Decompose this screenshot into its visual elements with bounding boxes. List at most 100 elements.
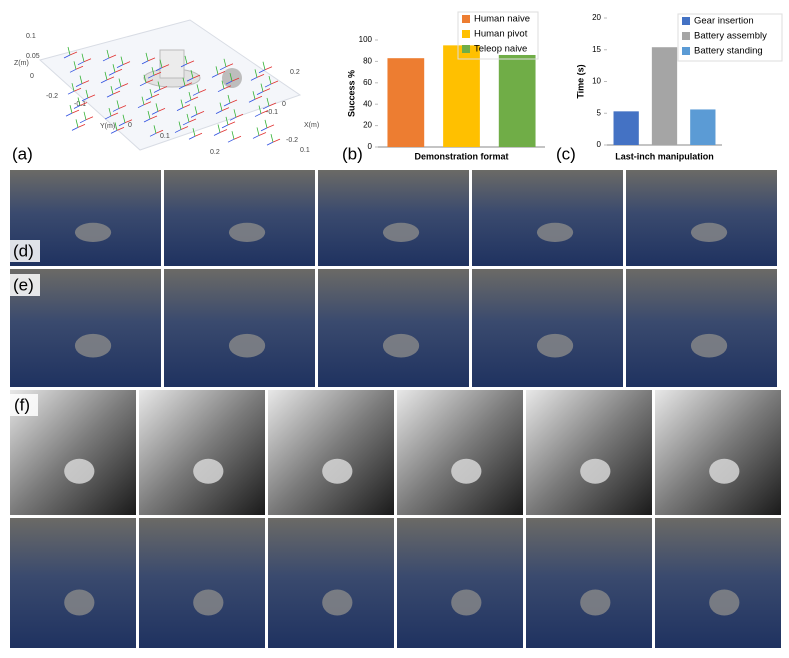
pose-axis (184, 55, 188, 64)
photo-object (74, 222, 112, 242)
pose-axis (223, 85, 232, 90)
pose-axis (124, 119, 133, 124)
photo (397, 518, 523, 648)
pose-axis (258, 69, 266, 74)
pose-axis (186, 60, 195, 65)
pose-axis (81, 80, 90, 84)
photo-object (580, 589, 611, 616)
photo-object (193, 458, 224, 484)
pose-axis (217, 88, 225, 93)
pose-axis (81, 97, 89, 102)
x-axis-label: Last-inch manipulation (615, 151, 714, 161)
photo-object (536, 333, 574, 358)
pose-axis (223, 102, 231, 107)
pose-axis (159, 86, 168, 90)
pose-axis (147, 74, 155, 79)
photo (472, 170, 623, 266)
pose-axis (252, 91, 256, 100)
photo-object (536, 222, 574, 242)
pose-axis (73, 105, 81, 109)
photo (655, 390, 781, 515)
y-tick-label: 0 (128, 122, 132, 129)
photo-object (322, 458, 353, 484)
y-tick-label: 60 (363, 78, 372, 87)
legend-label: Human naive (474, 14, 530, 25)
photo-object (451, 458, 482, 484)
y-tick-label: 20 (592, 13, 601, 22)
y-axis-label: Y(m) (100, 123, 115, 130)
pose-axis (85, 89, 89, 98)
pose-axis (151, 67, 155, 76)
pose-axis (143, 74, 147, 83)
pose-axis (178, 121, 182, 130)
y-tick-label: 20 (363, 121, 372, 130)
pose-axis (227, 94, 231, 104)
pose-axis (106, 49, 110, 59)
pose-axis (180, 99, 184, 108)
pose-axis (254, 95, 263, 100)
photo-object (690, 222, 728, 242)
pose-axis (180, 63, 188, 68)
photo-object (709, 589, 740, 616)
pose-axis (81, 53, 85, 62)
photo-object (322, 589, 353, 616)
pose-axis (71, 83, 75, 92)
pose-axis (176, 107, 184, 112)
pose-axis (149, 115, 158, 120)
pose-axis (83, 111, 87, 120)
pose-axis (215, 66, 219, 75)
pose-axis (229, 73, 233, 82)
y-tick-label: 40 (363, 99, 372, 108)
pose-axis (248, 98, 256, 103)
pose-axis (73, 87, 82, 92)
y-tick-label: 100 (359, 35, 373, 44)
photo-object (709, 458, 740, 484)
pose-axis (227, 138, 235, 143)
photo-object (228, 222, 266, 242)
pose-axis (69, 68, 77, 73)
photo-object (74, 333, 112, 358)
pose-axis (182, 121, 190, 126)
pose-axis (225, 63, 234, 68)
y-tick-label: 0 (597, 140, 602, 149)
pose-axis (217, 124, 221, 133)
pose-axis (190, 113, 198, 118)
pose-axis (71, 109, 80, 114)
photo-object (451, 589, 482, 616)
pose-axis (223, 58, 227, 67)
photo-object (580, 458, 611, 484)
pose-axis (157, 108, 166, 112)
pose-axis (264, 119, 268, 128)
pose-axis (112, 90, 121, 95)
pose-axis (256, 91, 264, 96)
pose-axis (221, 124, 229, 129)
photo-object (64, 458, 95, 484)
z-tick-label: 0.05 (26, 53, 40, 60)
pose-axis (116, 126, 125, 131)
pose-axis (75, 83, 83, 87)
x-tick-label: 0.2 (290, 69, 300, 76)
y-tick-label: 5 (597, 108, 602, 117)
legend-box (677, 13, 783, 62)
pose-axis (65, 112, 73, 117)
pose-axis (118, 78, 122, 87)
label-box (10, 274, 40, 296)
pose-axis (194, 106, 198, 115)
pose-axis (104, 115, 112, 120)
pose-axis (235, 113, 244, 118)
pose-axis (83, 58, 92, 63)
pose-axis (219, 102, 223, 111)
pose-axis (145, 79, 154, 84)
pose-axis (147, 110, 151, 120)
pose-axis (266, 141, 274, 146)
pose-axis (188, 135, 196, 140)
pose-axis (73, 61, 77, 70)
pose-axis (270, 134, 274, 143)
pose-axis (272, 138, 281, 143)
pose-axis (225, 116, 229, 125)
legend-swatch (682, 17, 690, 25)
y-tick-label: 0.2 (210, 149, 220, 156)
photo-object (382, 222, 420, 242)
pose-axis (100, 79, 108, 84)
